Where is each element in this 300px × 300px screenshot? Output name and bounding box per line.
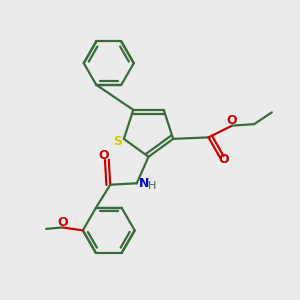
Text: O: O bbox=[98, 149, 109, 162]
Text: O: O bbox=[227, 114, 237, 127]
Text: H: H bbox=[148, 181, 156, 191]
Text: O: O bbox=[58, 216, 68, 229]
Text: N: N bbox=[139, 177, 149, 190]
Text: O: O bbox=[218, 153, 229, 166]
Text: S: S bbox=[113, 135, 122, 148]
